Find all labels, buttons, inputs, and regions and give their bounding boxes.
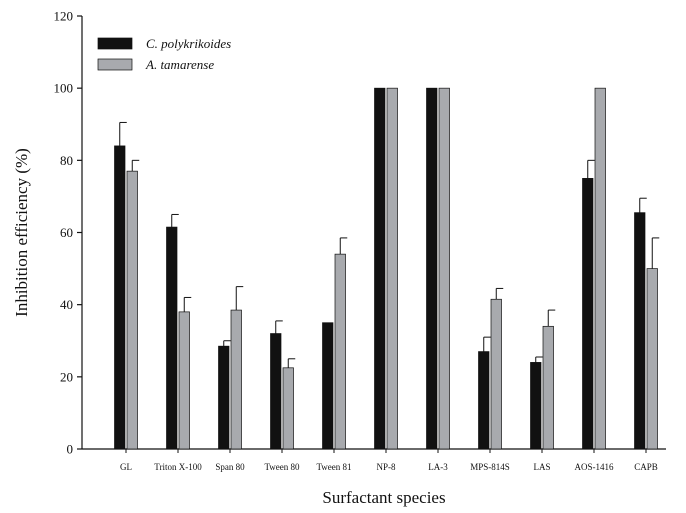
x-tick-label: LAS [533, 462, 550, 472]
axes: 0 20 40 60 80 100 120 GL Triton X-100 Span 80 Twee… [54, 9, 666, 472]
x-tick-label: CAPB [634, 462, 658, 472]
bar-c-polykrikoides [166, 226, 178, 450]
y-tick-label: 60 [60, 225, 73, 240]
legend-swatch [97, 58, 133, 71]
bar-c-polykrikoides [634, 212, 646, 450]
x-tick-label: Span 80 [215, 462, 245, 472]
x-tick-label: Tween 81 [316, 462, 351, 472]
bar-c-polykrikoides [530, 362, 542, 450]
y-tick-label: 40 [60, 297, 73, 312]
y-tick-label: 100 [54, 81, 74, 96]
bar-a-tamarense [282, 367, 294, 450]
bar-c-polykrikoides [582, 178, 594, 450]
x-tick-label: LA-3 [428, 462, 448, 472]
bar-a-tamarense [230, 309, 242, 450]
x-axis-title: Surfactant species [322, 488, 445, 507]
x-tick-label: Triton X-100 [154, 462, 202, 472]
y-axis-title: Inhibition efficiency (%) [12, 148, 31, 317]
bar-c-polykrikoides [426, 87, 438, 450]
bar-a-tamarense [438, 87, 450, 450]
x-tick-label: AOS-1416 [574, 462, 614, 472]
x-tick-label: MPS-814S [470, 462, 510, 472]
y-tick-label: 20 [60, 369, 73, 384]
legend-label: A. tamarense [145, 57, 214, 72]
bars [114, 87, 660, 450]
bar-c-polykrikoides [322, 322, 334, 450]
x-tick-label: NP-8 [376, 462, 396, 472]
y-tick-label: 0 [67, 442, 74, 457]
bar-c-polykrikoides [218, 345, 230, 450]
legend: C. polykrikoides A. tamarense [97, 36, 231, 72]
bar-a-tamarense [126, 170, 138, 450]
bar-c-polykrikoides [270, 333, 282, 450]
bar-c-polykrikoides [114, 145, 126, 450]
bar-a-tamarense [594, 87, 606, 450]
bar-a-tamarense [386, 87, 398, 450]
bar-c-polykrikoides [478, 351, 490, 450]
x-tick-label: GL [120, 462, 132, 472]
bar-a-tamarense [646, 268, 658, 450]
bar-a-tamarense [542, 325, 554, 450]
bar-a-tamarense [334, 253, 346, 450]
y-tick-label: 120 [54, 9, 74, 24]
x-tick-label: Tween 80 [264, 462, 300, 472]
bar-a-tamarense [490, 298, 502, 450]
legend-label: C. polykrikoides [146, 36, 231, 51]
bar-c-polykrikoides [374, 87, 386, 450]
y-tick-label: 80 [60, 153, 73, 168]
legend-swatch [97, 37, 133, 50]
bar-a-tamarense [178, 311, 190, 450]
